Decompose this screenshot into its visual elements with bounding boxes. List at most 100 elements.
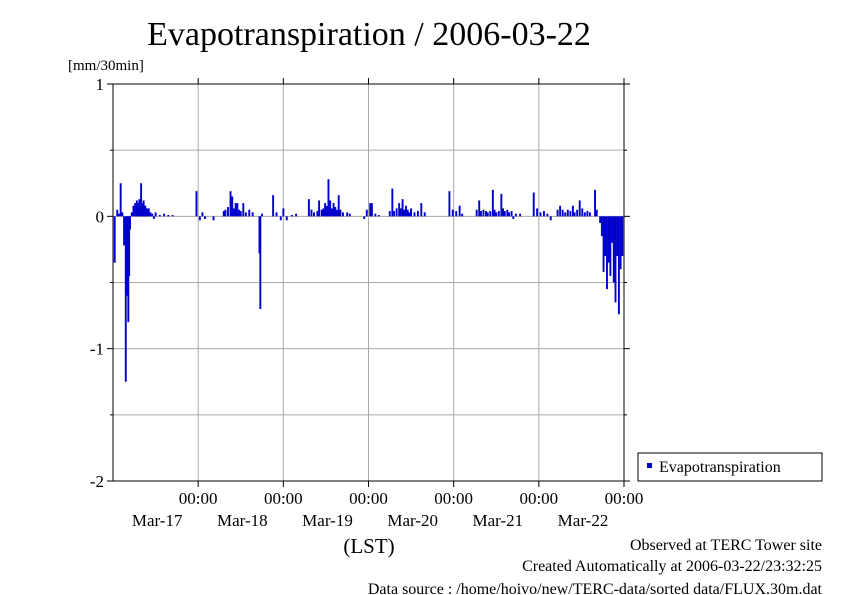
evapotranspiration-bar xyxy=(408,212,411,217)
evapotranspiration-bar xyxy=(405,205,407,217)
evapotranspiration-bar xyxy=(236,203,239,217)
evapotranspiration-bar xyxy=(493,209,496,217)
evapotranspiration-bar xyxy=(506,209,509,217)
evapotranspiration-bar xyxy=(227,207,229,217)
evapotranspiration-bar xyxy=(586,211,589,217)
evapotranspiration-bar xyxy=(290,215,293,217)
evapotranspiration-bar xyxy=(118,213,120,217)
x-tick-time-label: 00:00 xyxy=(264,489,303,508)
evapotranspiration-bar xyxy=(374,213,377,217)
evapotranspiration-bar xyxy=(607,216,610,263)
evapotranspiration-bar xyxy=(282,208,285,217)
evapotranspiration-bar xyxy=(152,216,155,219)
evapotranspiration-bar xyxy=(377,215,380,217)
evapotranspiration-bar xyxy=(346,212,349,217)
x-tick-time-label: 00:00 xyxy=(349,489,388,508)
evapotranspiration-bar xyxy=(571,205,574,217)
evapotranspiration-bar xyxy=(583,212,586,217)
evapotranspiration-bar xyxy=(272,195,275,217)
evapotranspiration-bar xyxy=(581,208,584,217)
evapotranspiration-bar xyxy=(391,188,394,217)
y-tick-label: 0 xyxy=(96,207,105,226)
evapotranspiration-bar xyxy=(612,216,615,283)
evapotranspiration-bar xyxy=(619,216,622,270)
evapotranspiration-bar xyxy=(275,212,278,217)
evapotranspiration-bar xyxy=(130,212,133,217)
evapotranspiration-bar xyxy=(536,208,539,217)
evapotranspiration-bar xyxy=(403,209,406,217)
evapotranspiration-bar xyxy=(564,212,567,217)
evapotranspiration-bar xyxy=(234,203,237,217)
evapotranspiration-bar xyxy=(342,212,344,217)
evapotranspiration-bar xyxy=(238,209,240,217)
evapotranspiration-bar xyxy=(316,211,319,217)
evapotranspiration-bar xyxy=(588,212,591,217)
evapotranspiration-bar xyxy=(261,213,263,217)
evapotranspiration-bar xyxy=(320,209,323,217)
evapotranspiration-bar xyxy=(329,200,332,217)
evapotranspiration-bar xyxy=(395,208,398,217)
evapotranspiration-bar xyxy=(324,203,327,217)
evapotranspiration-bar xyxy=(561,209,564,217)
evapotranspiration-bar xyxy=(600,216,603,237)
evapotranspiration-bar xyxy=(458,205,461,217)
evapotranspiration-bar xyxy=(399,208,402,217)
evapotranspiration-bar xyxy=(339,209,342,217)
evapotranspiration-bar xyxy=(594,189,596,217)
evapotranspiration-bar xyxy=(495,212,498,217)
x-tick-date-label: Mar-22 xyxy=(558,511,609,530)
evapotranspiration-bar xyxy=(486,212,489,217)
x-tick-date-label: Mar-20 xyxy=(387,511,438,530)
evapotranspiration-bar xyxy=(334,207,337,217)
evapotranspiration-bar xyxy=(201,212,204,217)
evapotranspiration-bar xyxy=(365,209,368,217)
evapotranspiration-bar xyxy=(129,216,131,230)
evapotranspiration-bar xyxy=(123,216,126,246)
evapotranspiration-bar xyxy=(413,212,416,217)
evapotranspiration-bar xyxy=(147,208,150,217)
evapotranspiration-bar xyxy=(113,216,116,263)
evapotranspiration-bar xyxy=(251,212,254,217)
evapotranspiration-bar xyxy=(614,216,617,303)
evapotranspiration-bar xyxy=(542,211,545,217)
x-tick-date-label: Mar-21 xyxy=(473,511,524,530)
evapotranspiration-bar xyxy=(128,216,131,276)
evapotranspiration-bar xyxy=(348,213,351,217)
evapotranspiration-bar xyxy=(295,213,298,217)
evapotranspiration-bar xyxy=(242,203,245,217)
evapotranspiration-bar xyxy=(248,209,251,217)
evapotranspiration-bar xyxy=(163,213,166,217)
evapotranspiration-bar xyxy=(416,211,419,217)
evapotranspiration-bar xyxy=(231,196,234,217)
evapotranspiration-bar xyxy=(140,183,143,217)
series-bars xyxy=(113,179,624,382)
evapotranspiration-bar xyxy=(285,216,288,221)
evapotranspiration-bar xyxy=(519,213,522,217)
evapotranspiration-bar xyxy=(621,216,624,257)
evapotranspiration-bar xyxy=(171,215,174,217)
x-tick-labels: 00:00Mar-1700:00Mar-1800:00Mar-1900:00Ma… xyxy=(132,489,644,530)
evapotranspiration-bar xyxy=(401,199,404,217)
x-tick-date-label: Mar-18 xyxy=(217,511,268,530)
evapotranspiration-bar xyxy=(503,211,506,217)
evapotranspiration-bar xyxy=(602,216,605,272)
evapotranspiration-bar xyxy=(393,211,395,217)
evapotranspiration-bar xyxy=(617,216,620,315)
evapotranspiration-bar xyxy=(244,212,247,217)
x-tick-time-label: 00:00 xyxy=(519,489,558,508)
y-tick-label: -2 xyxy=(90,472,104,491)
x-tick-date-label: Mar-17 xyxy=(132,511,183,530)
y-tick-label: 1 xyxy=(96,75,105,94)
evapotranspiration-bar xyxy=(124,216,127,382)
evapotranspiration-bar xyxy=(448,191,451,217)
evapotranspiration-bar xyxy=(325,205,328,217)
x-tick-time-label: 00:00 xyxy=(179,489,218,508)
evapotranspiration-bar xyxy=(482,209,485,217)
evapotranspiration-bar xyxy=(151,213,154,217)
evapotranspiration-bar xyxy=(451,209,454,217)
x-tick-time-label: 00:00 xyxy=(605,489,644,508)
evapotranspiration-bar xyxy=(204,216,206,219)
legend-swatch xyxy=(647,463,652,468)
evapotranspiration-bar xyxy=(279,216,282,221)
evapotranspiration-bar xyxy=(508,212,510,217)
